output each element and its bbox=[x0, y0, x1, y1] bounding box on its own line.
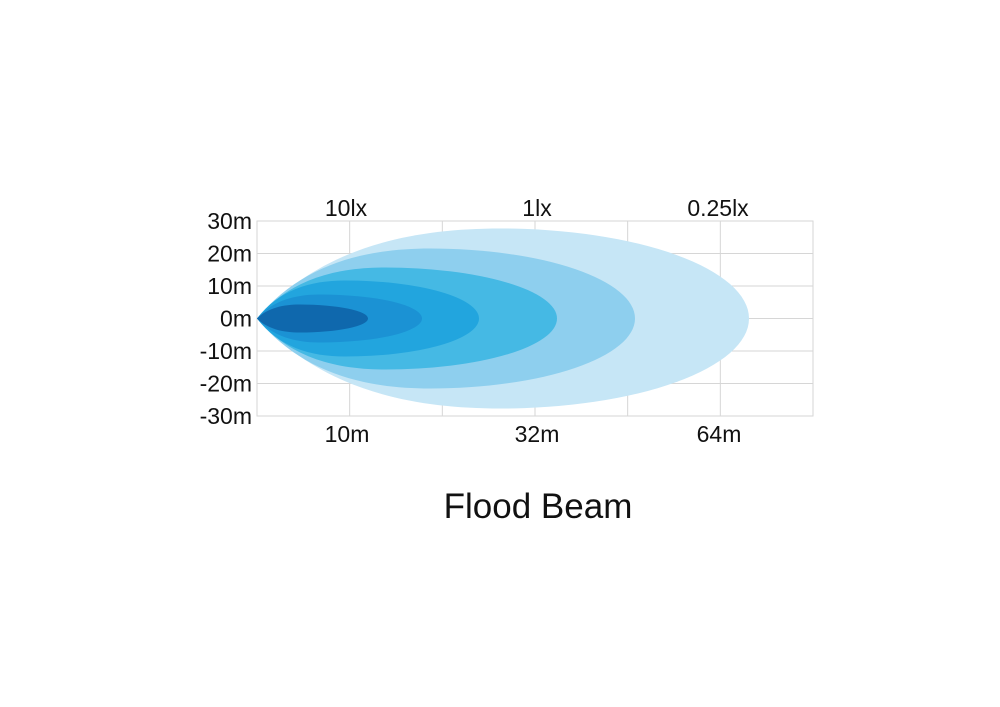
y-tick-label: -10m bbox=[200, 338, 252, 364]
beam-contour-5 bbox=[257, 304, 368, 333]
x-label-64m: 64m bbox=[697, 421, 742, 447]
y-tick-label: -30m bbox=[200, 403, 252, 429]
y-axis-ticks: 30m 20m 10m 0m -10m -20m -30m bbox=[200, 208, 252, 429]
beam-contours bbox=[257, 228, 749, 409]
y-tick-label: 20m bbox=[207, 241, 252, 267]
x-label-32m: 32m bbox=[515, 421, 560, 447]
y-tick-label: 0m bbox=[220, 306, 252, 332]
chart-title: Flood Beam bbox=[444, 487, 633, 526]
y-tick-label: 30m bbox=[207, 208, 252, 234]
x-label-10m: 10m bbox=[325, 421, 370, 447]
y-tick-label: -20m bbox=[200, 371, 252, 397]
lux-label-1lx: 1lx bbox=[522, 195, 552, 221]
lux-label-0.25lx: 0.25lx bbox=[687, 195, 749, 221]
lux-label-10lx: 10lx bbox=[325, 195, 368, 221]
y-tick-label: 10m bbox=[207, 273, 252, 299]
